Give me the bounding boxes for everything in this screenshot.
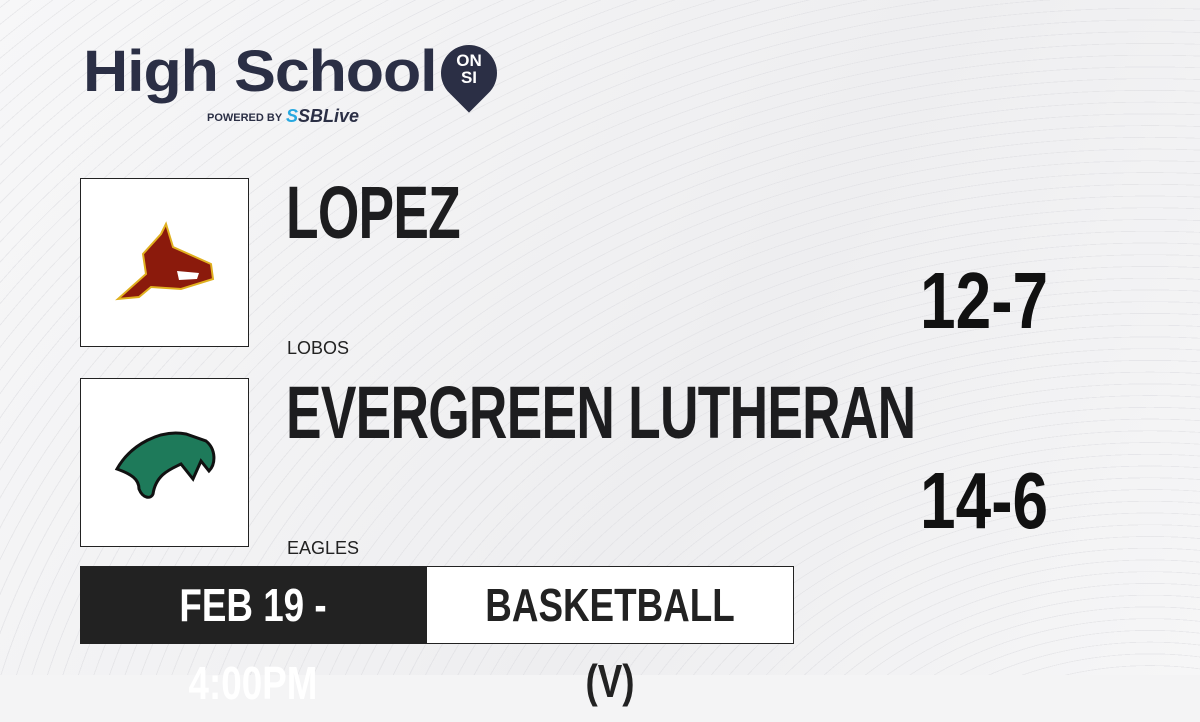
team-mascot: LOBOS	[287, 338, 350, 358]
team-mascot: EAGLES	[287, 538, 360, 558]
team-record: 14-6	[920, 456, 1049, 545]
eagle-logo-icon	[114, 431, 216, 499]
game-sport: BASKETBALL (V)	[426, 566, 794, 707]
badge-top: ON	[456, 51, 482, 70]
partner-name: SBLive	[298, 106, 360, 126]
badge-bottom: SI	[460, 68, 478, 87]
powered-by: POWERED BY	[207, 112, 283, 124]
brand-title: High School	[83, 39, 438, 104]
team-name: EVERGREEN LUTHERAN	[286, 371, 916, 454]
team-record: 12-7	[920, 256, 1049, 345]
sport-text: BASKETBALL (V)	[485, 579, 735, 707]
datetime-text: FEB 19 - 4:00PM	[179, 579, 327, 709]
team-logo-lopez	[80, 178, 249, 347]
wolf-logo-icon	[115, 221, 215, 301]
team-logo-evergreen	[80, 378, 249, 547]
team-name: LOPEZ	[286, 171, 461, 254]
sblive-logo: SSBLive	[286, 106, 360, 126]
game-datetime: FEB 19 - 4:00PM	[80, 566, 426, 709]
on-si-badge: ON SI	[441, 52, 497, 86]
